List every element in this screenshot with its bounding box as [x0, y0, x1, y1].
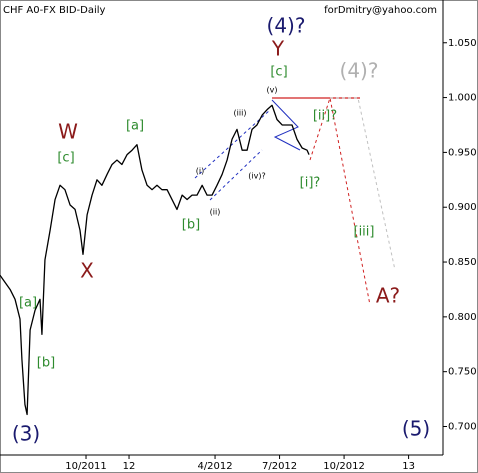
y-tick-label: 0.800 — [448, 312, 477, 323]
wave-label: [c] — [270, 65, 287, 80]
wave-label: [iii] — [354, 225, 375, 240]
x-tick-label: 4/2012 — [197, 461, 232, 472]
price-line — [0, 104, 310, 416]
y-tick-label: 1.000 — [448, 93, 477, 104]
x-tick-label: 12 — [123, 461, 136, 472]
x-tick-label: 7/2012 — [262, 461, 297, 472]
y-tick-label: 0.700 — [448, 421, 477, 432]
wave-label: W — [58, 120, 78, 144]
y-tick-label: 0.750 — [448, 367, 477, 378]
wave-label: [c] — [57, 151, 74, 166]
wave-label: [b] — [37, 356, 55, 371]
wave-label: (3) — [12, 422, 40, 446]
wave-label: (ii) — [210, 208, 221, 217]
x-tick-label: 10/2011 — [65, 461, 107, 472]
guides — [194, 97, 396, 306]
wave-label: [ii]? — [313, 109, 337, 124]
chart-title: CHF A0-FX BID-Daily — [3, 5, 106, 16]
wave-label: (5) — [402, 417, 430, 441]
y-tick-label: 0.950 — [448, 147, 477, 158]
wave-label: (i) — [196, 167, 204, 176]
x-tick-label: 13 — [402, 461, 415, 472]
wave-label: (v) — [267, 86, 278, 95]
wave-labels: (3) [a] [b] W [c] X [a] [b] (i) (ii) (ii… — [12, 14, 430, 446]
wave-label: (4)? — [340, 59, 379, 83]
source: forDmitry@yahoo.com — [324, 5, 437, 16]
y-tick-label: 1.050 — [448, 38, 477, 49]
wave-label: Y — [271, 37, 285, 61]
wave-label: [i]? — [300, 176, 321, 191]
wave-label: (4)? — [267, 14, 306, 38]
x-tick-label: 10/2012 — [323, 461, 365, 472]
y-tick-label: 0.850 — [448, 257, 477, 268]
wave-label: [a] — [19, 296, 37, 311]
wave-label: (iii) — [234, 109, 247, 118]
wave-label: [b] — [182, 218, 200, 233]
wave-label: X — [80, 259, 94, 283]
y-tick-label: 0.900 — [448, 202, 477, 213]
wave-label: [a] — [126, 119, 144, 134]
wave-label: A? — [376, 284, 400, 308]
wave-label: (iv)? — [248, 172, 265, 181]
